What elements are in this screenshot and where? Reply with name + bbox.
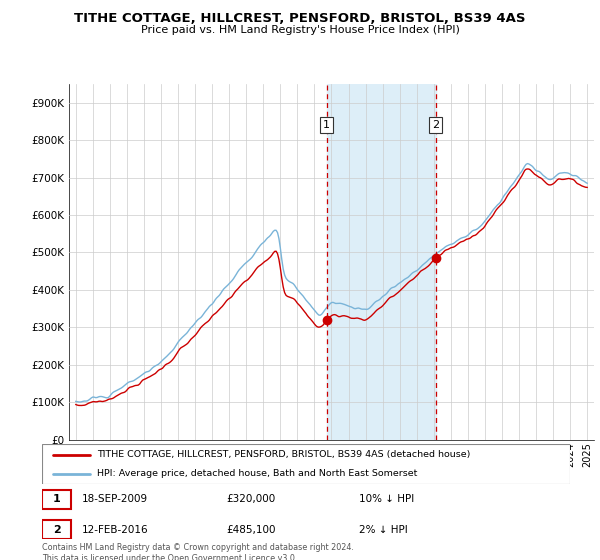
Text: 2% ↓ HPI: 2% ↓ HPI — [359, 525, 407, 535]
Text: TITHE COTTAGE, HILLCREST, PENSFORD, BRISTOL, BS39 4AS (detached house): TITHE COTTAGE, HILLCREST, PENSFORD, BRIS… — [97, 450, 471, 459]
Text: HPI: Average price, detached house, Bath and North East Somerset: HPI: Average price, detached house, Bath… — [97, 469, 418, 478]
Text: £485,100: £485,100 — [227, 525, 276, 535]
Text: 18-SEP-2009: 18-SEP-2009 — [82, 494, 148, 505]
Text: 1: 1 — [53, 494, 61, 505]
Text: 12-FEB-2016: 12-FEB-2016 — [82, 525, 148, 535]
Text: 1: 1 — [323, 120, 330, 130]
Text: 10% ↓ HPI: 10% ↓ HPI — [359, 494, 414, 505]
Text: TITHE COTTAGE, HILLCREST, PENSFORD, BRISTOL, BS39 4AS: TITHE COTTAGE, HILLCREST, PENSFORD, BRIS… — [74, 12, 526, 25]
Text: £320,000: £320,000 — [227, 494, 276, 505]
FancyBboxPatch shape — [42, 444, 570, 484]
FancyBboxPatch shape — [42, 520, 71, 539]
Text: Price paid vs. HM Land Registry's House Price Index (HPI): Price paid vs. HM Land Registry's House … — [140, 25, 460, 35]
Bar — [327, 84, 436, 440]
Text: 2: 2 — [53, 525, 61, 535]
FancyBboxPatch shape — [42, 490, 71, 509]
Text: Contains HM Land Registry data © Crown copyright and database right 2024.
This d: Contains HM Land Registry data © Crown c… — [42, 543, 354, 560]
Text: 2: 2 — [432, 120, 439, 130]
